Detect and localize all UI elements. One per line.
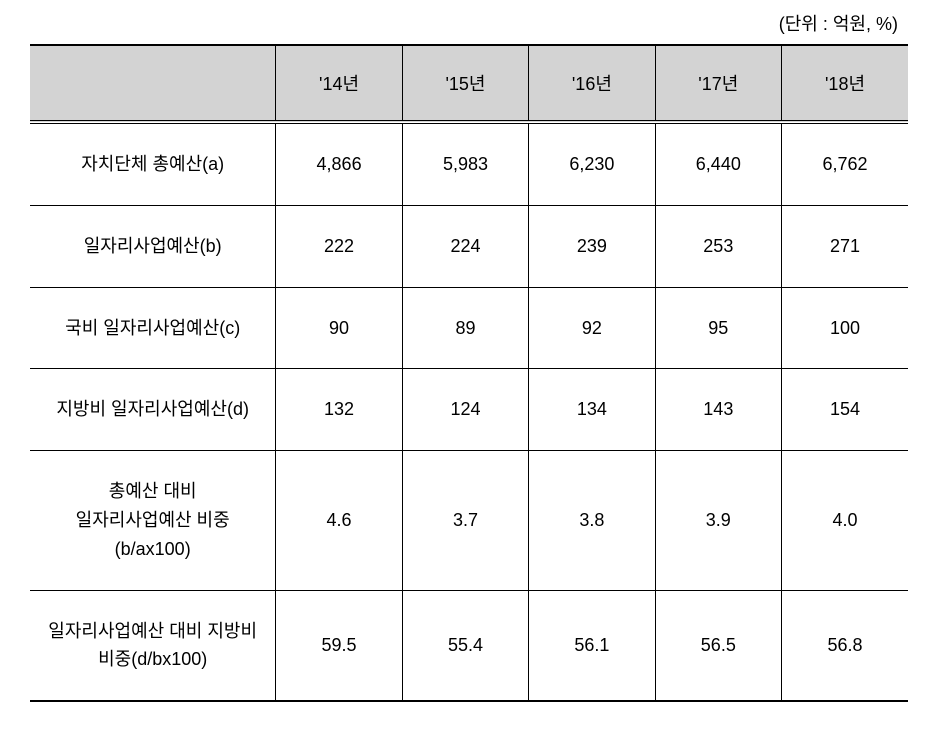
cell-5-2: 56.1: [529, 590, 655, 701]
cell-0-2: 6,230: [529, 122, 655, 205]
cell-0-0: 4,866: [276, 122, 402, 205]
cell-3-3: 143: [655, 369, 781, 451]
cell-5-1: 55.4: [402, 590, 528, 701]
cell-1-1: 224: [402, 205, 528, 287]
header-col-1: '15년: [402, 45, 528, 122]
cell-1-3: 253: [655, 205, 781, 287]
cell-5-0: 59.5: [276, 590, 402, 701]
row-label-1: 일자리사업예산(b): [30, 205, 276, 287]
header-blank: [30, 45, 276, 122]
cell-4-3: 3.9: [655, 451, 781, 590]
table-row: 국비 일자리사업예산(c) 90 89 92 95 100: [30, 287, 908, 369]
cell-1-0: 222: [276, 205, 402, 287]
cell-1-4: 271: [782, 205, 908, 287]
table-row: 자치단체 총예산(a) 4,866 5,983 6,230 6,440 6,76…: [30, 122, 908, 205]
header-col-3: '17년: [655, 45, 781, 122]
row-label-2: 국비 일자리사업예산(c): [30, 287, 276, 369]
row-label-3: 지방비 일자리사업예산(d): [30, 369, 276, 451]
cell-4-1: 3.7: [402, 451, 528, 590]
header-col-4: '18년: [782, 45, 908, 122]
cell-3-0: 132: [276, 369, 402, 451]
cell-4-2: 3.8: [529, 451, 655, 590]
table-row: 지방비 일자리사업예산(d) 132 124 134 143 154: [30, 369, 908, 451]
cell-4-0: 4.6: [276, 451, 402, 590]
header-col-2: '16년: [529, 45, 655, 122]
row-label-0: 자치단체 총예산(a): [30, 122, 276, 205]
row-label-5: 일자리사업예산 대비 지방비비중(d/bx100): [30, 590, 276, 701]
row-label-4: 총예산 대비일자리사업예산 비중(b/ax100): [30, 451, 276, 590]
table-header-row: '14년 '15년 '16년 '17년 '18년: [30, 45, 908, 122]
cell-5-4: 56.8: [782, 590, 908, 701]
table-row: 일자리사업예산(b) 222 224 239 253 271: [30, 205, 908, 287]
header-col-0: '14년: [276, 45, 402, 122]
table-row: 총예산 대비일자리사업예산 비중(b/ax100) 4.6 3.7 3.8 3.…: [30, 451, 908, 590]
cell-2-0: 90: [276, 287, 402, 369]
unit-label: (단위 : 억원, %): [30, 10, 908, 36]
cell-0-4: 6,762: [782, 122, 908, 205]
table-row: 일자리사업예산 대비 지방비비중(d/bx100) 59.5 55.4 56.1…: [30, 590, 908, 701]
cell-1-2: 239: [529, 205, 655, 287]
cell-2-3: 95: [655, 287, 781, 369]
cell-5-3: 56.5: [655, 590, 781, 701]
cell-0-3: 6,440: [655, 122, 781, 205]
cell-2-2: 92: [529, 287, 655, 369]
budget-table: '14년 '15년 '16년 '17년 '18년 자치단체 총예산(a) 4,8…: [30, 44, 908, 702]
cell-3-4: 154: [782, 369, 908, 451]
cell-4-4: 4.0: [782, 451, 908, 590]
cell-2-1: 89: [402, 287, 528, 369]
cell-3-1: 124: [402, 369, 528, 451]
cell-2-4: 100: [782, 287, 908, 369]
cell-3-2: 134: [529, 369, 655, 451]
cell-0-1: 5,983: [402, 122, 528, 205]
